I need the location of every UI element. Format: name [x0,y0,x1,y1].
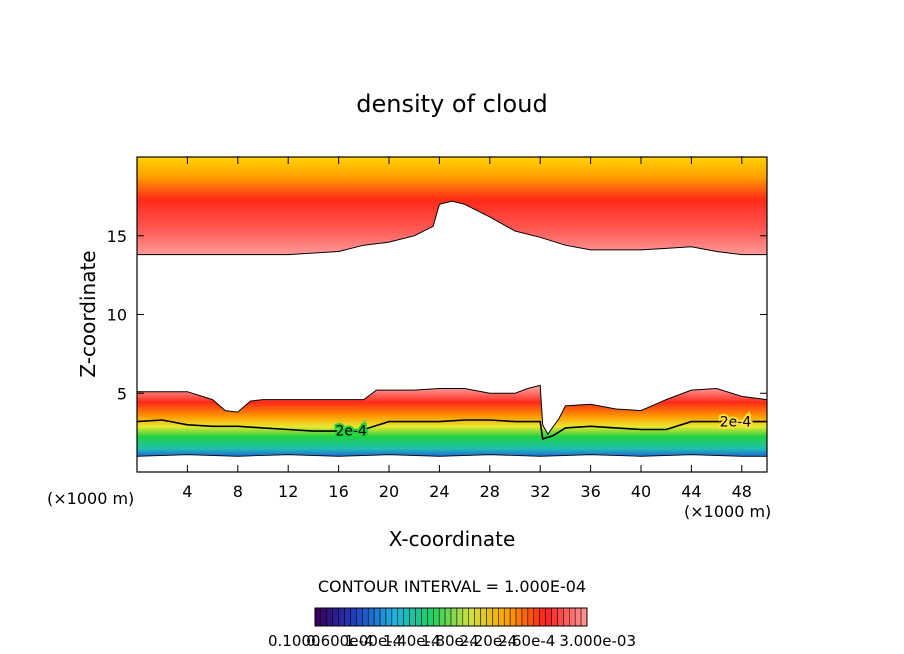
colorbar-frame [314,607,588,627]
y-tick-label: 5 [117,384,127,403]
colorbar-swatch [338,607,345,627]
colorbar-swatch [379,607,387,627]
colorbar-swatch [551,607,558,627]
colorbar-swatch [533,607,540,627]
colorbar-swatch [362,607,369,627]
upper-cloud-region [137,157,767,255]
x-tick-label: 8 [233,482,243,501]
x-axis-ticks: 4 8 12 16 20 24 28 32 36 40 44 48 [182,157,752,501]
upper-cloud-base-contour [137,200,767,256]
colorbar-swatch [356,607,363,627]
x-tick-label: 32 [530,482,550,501]
colorbar-label: 3.000e-03 [559,632,636,650]
colorbar-swatch [498,607,505,627]
x-tick-label: 12 [278,482,298,501]
colorbar-label: 2.60e-4 [498,632,556,650]
x-tick-label: 44 [681,482,701,501]
colorbar-label: 2.20e-4 [459,632,517,650]
x-tick-label: 28 [480,482,500,501]
colorbar-swatch [527,607,535,627]
colorbar-swatch [509,607,517,627]
colorbar-labels: 0.10000.600e-41.00e-41.40e-41.80e-42.20e… [268,632,636,650]
lower-cloud-top-contour [137,384,767,436]
chart-title: density of cloud [356,90,547,118]
x-unit-right: (×1000 m) [684,502,771,521]
colorbar-swatch [373,607,381,627]
x-tick-label: 20 [379,482,399,501]
colorbar-swatch [421,607,428,627]
colorbar-label: 1.80e-4 [421,632,479,650]
x-tick-label: 48 [732,482,752,501]
contour-2e-4 [137,419,767,440]
colorbar-swatch [557,607,564,627]
colorbar-swatch [462,607,469,627]
colorbar-swatch [332,607,339,627]
colorbar-swatch [367,607,375,627]
colorbar-swatch [515,607,523,627]
colorbar-swatch [403,607,410,627]
colorbar-swatch [409,607,416,627]
colorbar-swatch [545,607,552,627]
colorbar-swatch [492,607,499,627]
lower-cloud-base-contour [137,454,767,457]
x-unit-left: (×1000 m) [47,489,134,508]
colorbar-swatch [486,607,493,627]
colorbar-label: 1.00e-4 [345,632,403,650]
colorbar-swatch [326,607,333,627]
colorbar-swatch [415,607,422,627]
colorbar-label: 1.40e-4 [383,632,441,650]
x-tick-label: 24 [429,482,449,501]
colorbar-swatch [314,607,322,627]
colorbar-swatch [438,607,446,627]
colorbar-swatch [433,607,440,627]
x-tick-label: 16 [328,482,348,501]
contour-interval-note: CONTOUR INTERVAL = 1.000E-04 [318,577,586,596]
colorbar-swatch [350,607,357,627]
colorbar-swatch [574,607,582,627]
y-tick-label: 10 [107,306,127,325]
colorbar-swatch [397,607,404,627]
colorbar-swatch [444,607,452,627]
y-tick-label: 15 [107,227,127,246]
colorbar-swatch [563,607,570,627]
colorbar-swatch [468,607,475,627]
colorbar-swatch [521,607,529,627]
colorbar-swatch [427,607,434,627]
colorbar-swatch [385,607,393,627]
x-tick-label: 36 [580,482,600,501]
colorbar-swatch [539,607,546,627]
x-tick-label: 4 [182,482,192,501]
colorbar-swatch [580,607,588,627]
colorbar-swatch [474,607,481,627]
colorbar-swatch [480,607,487,627]
y-axis-label: Z-coordinate [76,250,100,377]
colorbar-swatch [450,607,458,627]
colorbar-label: 0.600e-4 [306,632,373,650]
x-axis-label: X-coordinate [389,527,516,551]
contour-label-2e-4: 2e-4 [335,423,367,439]
colorbar-label: 0.1000 [268,632,321,650]
colorbar-swatch [391,607,399,627]
y-axis-ticks: 5 10 15 [107,227,767,403]
colorbar-swatch [569,607,576,627]
colorbar-swatch [456,607,464,627]
x-tick-label: 40 [631,482,651,501]
colorbar-swatch [320,607,328,627]
colorbar [314,607,588,627]
contour-label-2e-4: 2e-4 [720,415,752,431]
colorbar-swatch [344,607,351,627]
colorbar-swatch [503,607,511,627]
